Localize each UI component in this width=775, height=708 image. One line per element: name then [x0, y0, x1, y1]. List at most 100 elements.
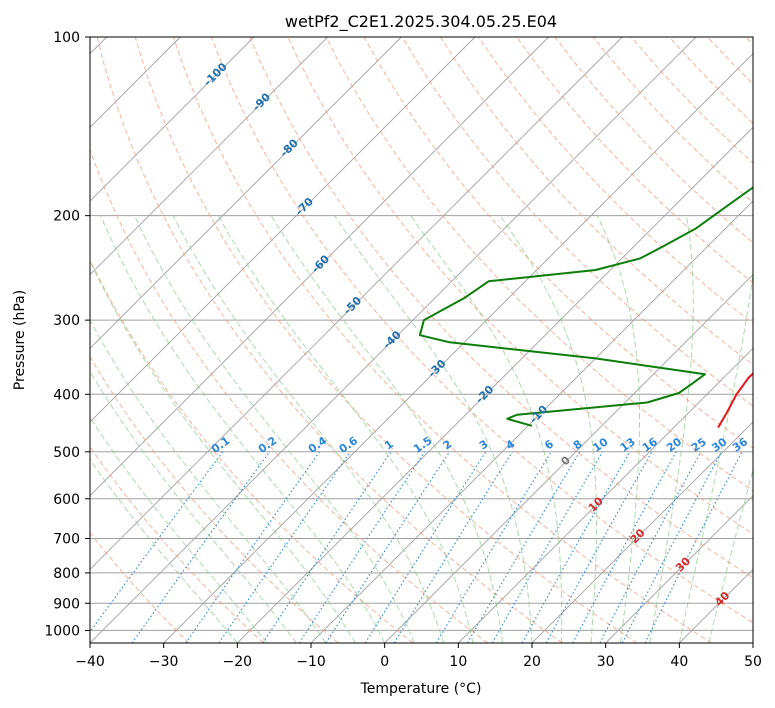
mixing-ratio-line	[185, 451, 321, 643]
y-tick-label: 800	[53, 566, 80, 582]
isotherm-label: -10	[527, 403, 550, 426]
isotherm-line	[458, 347, 753, 643]
mixing-ratio-label: 1	[382, 437, 396, 452]
isotherm-line	[90, 37, 402, 349]
y-tick-label: 400	[53, 387, 80, 403]
dry-adiabat-line	[90, 355, 339, 643]
moist-adiabat-line	[90, 319, 327, 643]
mixing-ratio-label: 0.4	[306, 434, 330, 456]
moist-adiabat-line	[708, 467, 753, 643]
dry-adiabat-line	[707, 37, 753, 85]
dry-adiabat-line	[363, 37, 753, 449]
mixing-ratio-line	[262, 451, 392, 643]
line-labels: 0.1 0.2 0.4 0.6 1 1.5 2 3 4 6 8 10 13 16 20 25 30 36-100-…	[201, 60, 750, 609]
isotherm-label: -70	[293, 195, 316, 218]
moist-adiabat-line	[172, 215, 445, 643]
isotherm-line	[90, 37, 328, 276]
y-tick-label: 500	[53, 445, 80, 461]
sounding-profiles	[418, 186, 753, 429]
isotherm-line	[90, 37, 476, 423]
x-tick-label: 0	[380, 654, 389, 670]
mixing-ratio-line	[131, 451, 271, 643]
dry-adiabat-line	[249, 37, 753, 579]
mixing-ratio-line	[545, 451, 653, 643]
isotherm-line	[531, 421, 753, 643]
y-tick-label: 700	[53, 532, 80, 548]
isotherm-line	[605, 495, 753, 643]
isotherm-line	[90, 37, 255, 202]
dry-adiabat-line	[592, 37, 753, 204]
moist-adiabat-line	[90, 259, 356, 643]
mixing-ratio-line	[325, 451, 451, 643]
y-axis: 100 200 300 400 500 600 700 800 900 1000	[44, 30, 90, 639]
y-tick-label: 100	[53, 30, 80, 46]
moist-adiabat-line	[678, 270, 753, 643]
isotherm-line	[90, 37, 549, 497]
y-tick-label: 300	[53, 313, 80, 329]
moist-adiabat-line	[649, 215, 694, 643]
mixing-ratio-label: 2	[441, 437, 455, 452]
dry-adiabat-line	[134, 37, 638, 643]
moist-adiabat-line	[90, 370, 297, 643]
moist-adiabat-line	[596, 215, 640, 643]
y-tick-label: 900	[53, 596, 80, 612]
isotherm-line	[679, 568, 753, 643]
moist-adiabat-line	[410, 215, 563, 643]
isotherm-line	[384, 274, 753, 643]
x-tick-label: 30	[597, 654, 615, 670]
dry-adiabat-line	[325, 37, 753, 492]
mixing-ratio-label: 0.1	[209, 434, 232, 456]
moist-adiabat-line	[334, 215, 533, 643]
x-tick-label: −40	[75, 654, 105, 670]
mixing-ratio-line	[90, 451, 224, 633]
moist-adiabat-line	[134, 215, 415, 643]
isotherm-label: 20	[628, 526, 648, 546]
moist-adiabat-line	[90, 458, 238, 643]
dry-adiabat-line	[90, 148, 488, 643]
dry-adiabat-line	[516, 37, 753, 284]
isotherm-line	[310, 200, 753, 643]
isotherm-label: -100	[201, 60, 230, 89]
isotherm-label: -30	[425, 357, 448, 380]
x-tick-label: −20	[223, 654, 253, 670]
isotherm-line	[752, 642, 753, 643]
isotherm-line	[90, 37, 623, 570]
mixing-ratio-label: 0.2	[256, 434, 279, 456]
x-tick-label: 50	[744, 654, 762, 670]
dry-adiabat-line	[90, 445, 264, 643]
moist-adiabat-line	[100, 215, 386, 643]
y-tick-label: 200	[53, 209, 80, 225]
dry-adiabat-line	[439, 37, 753, 366]
mixing-ratio-line	[467, 451, 581, 643]
isotherm-label: 40	[712, 589, 732, 609]
mixing-ratio-label: 1.5	[411, 434, 434, 456]
x-axis-label: Temperature (°C)	[360, 681, 482, 697]
chart-title: wetPf2_C2E1.2025.304.05.25.E04	[285, 12, 557, 32]
dry-adiabat-line	[554, 37, 753, 244]
isotherm-label: -50	[341, 294, 364, 317]
temperature-profile	[717, 372, 753, 429]
mixing-ratio-line	[298, 451, 426, 643]
moist-adiabat-line	[270, 215, 503, 643]
mixing-ratio-label: 6	[542, 437, 556, 452]
dry-adiabat-line	[90, 258, 414, 643]
dewpoint-profile	[418, 186, 753, 427]
y-axis-label: Pressure (hPa)	[12, 290, 28, 390]
x-axis: −40 −30 −20 −10 0 10 20 30 40 50	[75, 643, 762, 670]
mixing-ratio-line	[364, 451, 487, 643]
isotherm-label: -90	[250, 90, 273, 113]
isotherm-line	[163, 53, 753, 643]
dry-adiabat-line	[90, 531, 190, 643]
dry-adiabat-line	[211, 37, 753, 624]
isotherm-label: 10	[586, 494, 606, 514]
dry-adiabat-line	[401, 37, 753, 407]
plot-frame	[89, 36, 754, 644]
dry-adiabat-line	[96, 37, 563, 643]
mixing-ratio-line	[521, 451, 631, 643]
dry-adiabat-line	[172, 37, 712, 643]
isotherm-line	[237, 126, 753, 643]
dry-adiabat-line	[478, 37, 753, 325]
moist-adiabat-line	[499, 215, 597, 643]
mixing-ratio-line	[435, 451, 552, 643]
